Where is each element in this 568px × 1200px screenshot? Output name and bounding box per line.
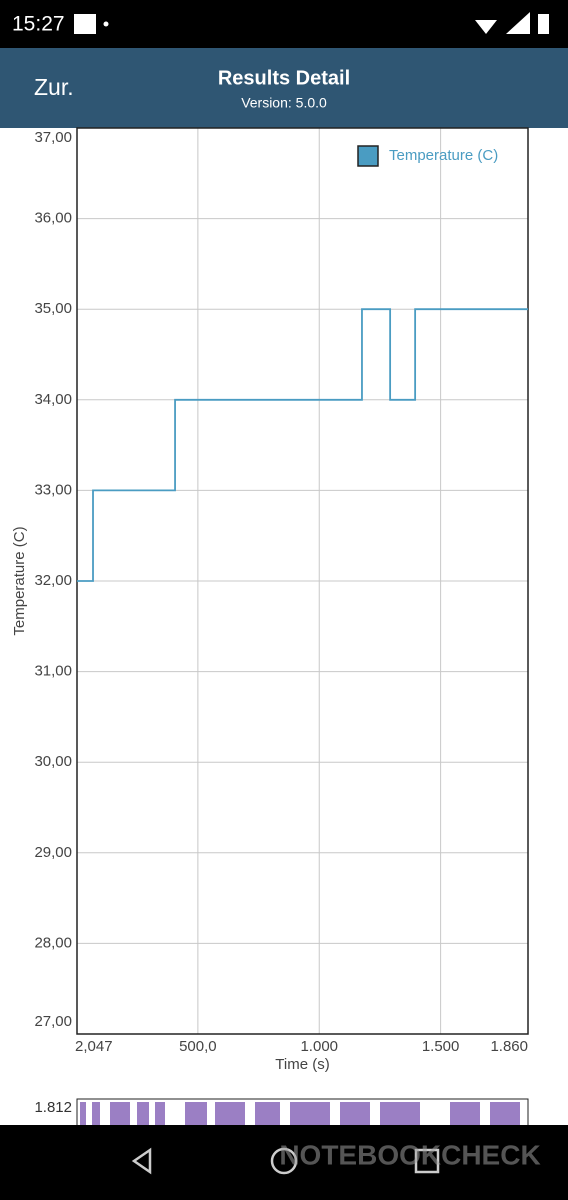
y-axis-label: Temperature (C) [11,526,28,635]
stripe [255,1102,280,1126]
stripe [185,1102,207,1126]
x-tick-label: 1.860 [490,1038,528,1055]
stripe [80,1102,86,1126]
y-tick-label: 30,00 [34,753,72,770]
stripe [215,1102,245,1126]
status-icon [74,14,96,34]
y-tick-label: 29,00 [34,844,72,861]
y-tick-label: 28,00 [34,934,72,951]
stripe [110,1102,130,1126]
stripe [92,1102,100,1126]
back-button[interactable]: Zur. [34,74,74,100]
y-tick-label: 32,00 [34,572,72,589]
x-tick-label: 1.500 [422,1038,460,1055]
stripe [137,1102,149,1126]
status-time: 15:27 [12,13,65,36]
y-tick-label: 35,00 [34,300,72,317]
y-tick-label: 34,00 [34,391,72,408]
nav-home[interactable] [270,1147,298,1175]
stripe [490,1102,520,1126]
x-tick-label: 1.000 [300,1038,338,1055]
y-tick-label: 37,00 [34,129,72,146]
wifi-icon [475,20,497,34]
y-tick-label: 27,00 [34,1013,72,1030]
y-tick-label: 33,00 [34,481,72,498]
stripe [450,1102,480,1126]
stripe [155,1102,165,1126]
stripe [290,1102,330,1126]
legend-swatch [357,145,379,167]
stripe [340,1102,370,1126]
stripe [380,1102,420,1126]
y-tick-label: 36,00 [34,210,72,227]
legend-label: Temperature (C) [389,147,498,164]
y-tick-label: 31,00 [34,663,72,680]
x-tick-label: 2,047 [75,1038,113,1055]
watermark: NOTEBOOKCHECK [279,1139,540,1170]
status-icon [103,21,109,27]
x-tick-label: 500,0 [179,1038,217,1055]
signal-icon [506,12,530,34]
data-line [77,308,528,582]
overview-stripes [80,1102,520,1126]
header-subtitle: Version: 5.0.0 [241,95,327,111]
header [0,48,568,128]
chart: 27,00 28,00 29,00 30,00 31,00 32,00 33,00 34,00… [11,127,529,1073]
header-title: Results Detail [218,67,350,89]
nav-recents[interactable] [414,1148,440,1174]
battery-icon [538,14,549,34]
nav-back[interactable] [131,1147,152,1175]
x-axis-label: Time (s) [275,1056,329,1073]
nav-bar [0,1125,568,1200]
overview-label: 1.812 [34,1099,72,1116]
